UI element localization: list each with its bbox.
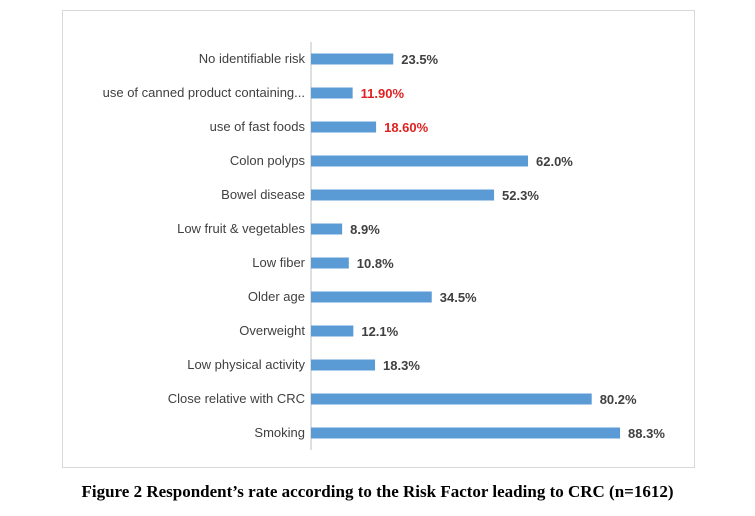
category-label: use of fast foods xyxy=(210,119,306,134)
bar xyxy=(311,359,376,371)
data-label: 11.90% xyxy=(361,86,405,101)
data-label: 23.5% xyxy=(401,52,438,67)
category-label: Low physical activity xyxy=(187,357,305,372)
bar xyxy=(311,325,354,337)
bar xyxy=(311,87,353,99)
data-label: 34.5% xyxy=(440,290,477,305)
category-label: Low fiber xyxy=(252,255,305,270)
data-label: 80.2% xyxy=(600,392,637,407)
data-label: 10.8% xyxy=(357,256,394,271)
bar xyxy=(311,223,343,235)
bar xyxy=(311,393,592,405)
bar xyxy=(311,291,432,303)
bar xyxy=(311,189,495,201)
data-label: 18.3% xyxy=(383,358,420,373)
data-label: 88.3% xyxy=(628,426,665,441)
bar xyxy=(311,155,528,167)
bar xyxy=(311,257,349,269)
category-label: Bowel disease xyxy=(221,187,305,202)
category-label: Low fruit & vegetables xyxy=(177,221,305,236)
category-label: Close relative with CRC xyxy=(168,391,305,406)
data-label: 18.60% xyxy=(384,120,429,135)
category-label: Older age xyxy=(248,289,305,304)
category-label: use of canned product containing... xyxy=(103,85,305,100)
data-label: 8.9% xyxy=(350,222,380,237)
category-label: Smoking xyxy=(254,425,305,440)
bar xyxy=(311,427,621,439)
data-label: 12.1% xyxy=(361,324,398,339)
bar-chart: No identifiable risk 23.5% use of canned p… xyxy=(103,42,665,450)
category-label: No identifiable risk xyxy=(199,51,306,66)
bar xyxy=(311,121,377,133)
bar xyxy=(311,53,394,65)
chart-area xyxy=(62,10,695,468)
data-label: 62.0% xyxy=(536,154,573,169)
category-label: Overweight xyxy=(239,323,305,338)
category-label: Colon polyps xyxy=(230,153,306,168)
data-label: 52.3% xyxy=(502,188,539,203)
figure-caption: Figure 2 Respondent’s rate according to … xyxy=(81,482,674,501)
